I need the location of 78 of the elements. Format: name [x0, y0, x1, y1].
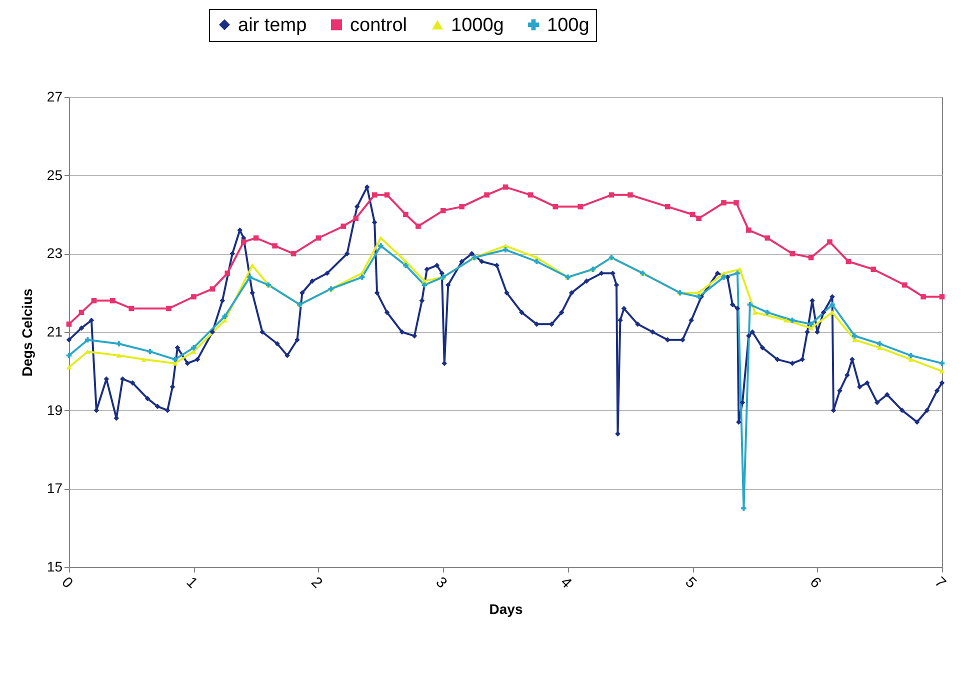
point [247, 274, 252, 280]
point [378, 243, 384, 248]
point [939, 368, 945, 374]
point [696, 216, 702, 222]
point [721, 200, 726, 206]
point [876, 341, 882, 346]
x-tick-label: 0 [58, 574, 76, 592]
y-tick-label: 17 [46, 480, 63, 496]
point [790, 251, 795, 256]
point [191, 294, 196, 300]
point [827, 239, 832, 245]
point [741, 506, 746, 511]
point [830, 302, 835, 308]
x-tick-label: 6 [806, 574, 824, 592]
point [290, 251, 296, 256]
point [628, 192, 633, 198]
point [578, 204, 583, 210]
point [502, 247, 508, 252]
legend-label: control [350, 14, 408, 36]
point [939, 294, 945, 300]
x-tick-label: 2 [308, 574, 326, 592]
point [110, 298, 116, 304]
y-tick-label: 25 [46, 166, 63, 183]
point [552, 204, 558, 210]
point [790, 318, 795, 323]
x-tick-label: 3 [432, 574, 450, 592]
point [440, 208, 446, 214]
point [808, 322, 814, 327]
point [272, 243, 278, 248]
x-tick-label: 1 [182, 574, 201, 592]
point [734, 200, 739, 206]
point [359, 274, 365, 280]
point [222, 314, 228, 319]
point [783, 318, 789, 323]
legend-label: 1000g [451, 14, 504, 36]
point [484, 192, 490, 198]
y-tick-label: 21 [46, 324, 63, 340]
point [340, 224, 346, 229]
point [91, 298, 97, 304]
point [85, 337, 90, 342]
point [721, 274, 726, 280]
point [66, 364, 72, 370]
y-tick-label: 27 [46, 88, 63, 104]
point [250, 263, 255, 268]
y-axis-title: Degs Celcius [18, 288, 35, 376]
point [403, 262, 408, 268]
point [416, 224, 421, 229]
point [534, 258, 540, 264]
y-tick-label: 19 [46, 402, 63, 418]
point [939, 360, 945, 366]
point [141, 357, 146, 362]
legend-label: 100g [547, 14, 590, 36]
point [116, 341, 122, 346]
legend-label: air temp [238, 14, 307, 36]
point [128, 306, 134, 312]
point [459, 204, 464, 210]
point [353, 216, 358, 222]
y-tick-label: 23 [46, 245, 63, 262]
x-tick-label: 4 [557, 574, 575, 592]
point [920, 294, 926, 300]
point [166, 306, 172, 312]
x-axis-title: Days [489, 601, 523, 618]
point [224, 270, 230, 276]
point [696, 294, 702, 300]
y-tick-label: 15 [46, 558, 63, 574]
x-tick-label: 5 [682, 574, 700, 592]
point [734, 270, 740, 276]
point [664, 204, 670, 210]
point [66, 322, 72, 327]
point [746, 228, 752, 233]
x-tick-label: 7 [931, 574, 950, 592]
point [752, 310, 758, 315]
point [908, 352, 914, 358]
point [116, 353, 122, 358]
point [852, 333, 858, 339]
point [403, 212, 408, 218]
point [191, 345, 196, 350]
point [870, 266, 876, 272]
